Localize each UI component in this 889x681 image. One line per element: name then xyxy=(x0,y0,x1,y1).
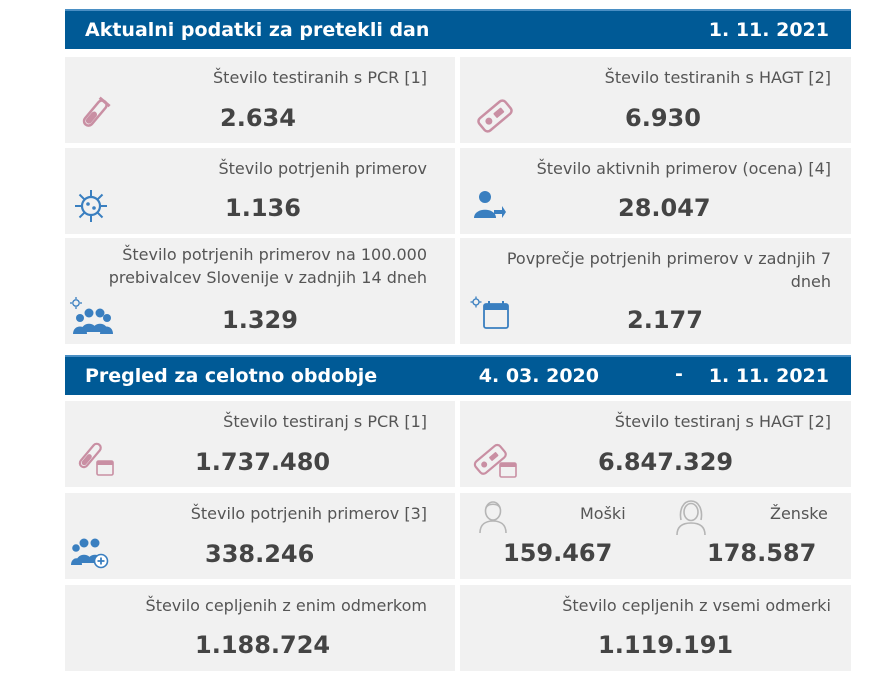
person-arrow-icon xyxy=(474,191,506,218)
people-group-icon xyxy=(70,297,113,334)
man-outline-icon xyxy=(479,501,507,534)
value-total-men: 159.467 xyxy=(503,539,613,567)
daily-date: 1. 11. 2021 xyxy=(708,19,829,41)
label-daily-avg7: Povprečje potrjenih primerov v zadnjih 7… xyxy=(506,249,831,291)
total-date-from: 4. 03. 2020 xyxy=(478,365,599,387)
value-daily-per100k: 1.329 xyxy=(222,306,298,334)
value-daily-pcr: 2.634 xyxy=(220,104,296,132)
total-header: Pregled za celotno obdobje 4. 03. 2020 -… xyxy=(65,355,851,395)
daily-header: Aktualni podatki za pretekli dan 1. 11. … xyxy=(65,9,851,49)
label-daily-hagt: Število testiranih s HAGT [2] xyxy=(604,68,831,87)
dashboard: Aktualni podatki za pretekli dan 1. 11. … xyxy=(58,0,858,681)
card-total-confirmed: Število potrjenih primerov [3] 338.246 xyxy=(65,493,455,579)
daily-title: Aktualni podatki za pretekli dan xyxy=(85,19,430,41)
value-total-women: 178.587 xyxy=(707,539,817,567)
total-date-dash: - xyxy=(675,363,683,385)
label-total-vacc1: Število cepljenih z enim odmerkom xyxy=(145,596,427,615)
value-total-vaccall: 1.119.191 xyxy=(598,631,734,659)
label-daily-confirmed: Število potrjenih primerov xyxy=(218,159,428,178)
card-total-gender: Moški 159.467 Ženske 178.587 xyxy=(460,493,851,579)
total-date-to: 1. 11. 2021 xyxy=(708,365,829,387)
test-tube-icon xyxy=(78,442,114,476)
label-daily-active: Število aktivnih primerov (ocena) [4] xyxy=(536,159,831,178)
label-daily-per100k: Število potrjenih primerov na 100.000 pr… xyxy=(108,245,427,287)
label-total-pcr: Število testiranj s PCR [1] xyxy=(223,412,427,431)
antigen-test-icon xyxy=(477,99,513,133)
value-total-confirmed: 338.246 xyxy=(205,540,315,568)
card-daily-active: Število aktivnih primerov (ocena) [4] 28… xyxy=(460,148,851,234)
card-total-vaccall: Število cepljenih z vsemi odmerki 1.119.… xyxy=(460,585,851,671)
card-daily-hagt: Število testiranih s HAGT [2] 6.930 xyxy=(460,57,851,143)
value-daily-active: 28.047 xyxy=(618,194,711,222)
value-daily-hagt: 6.930 xyxy=(625,104,701,132)
card-daily-avg7: Povprečje potrjenih primerov v zadnjih 7… xyxy=(460,238,851,344)
value-daily-confirmed: 1.136 xyxy=(225,194,301,222)
antigen-test-icon xyxy=(473,443,517,478)
label-total-hagt: Število testiranj s HAGT [2] xyxy=(614,412,831,431)
total-title: Pregled za celotno obdobje xyxy=(85,365,378,387)
card-daily-confirmed: Število potrjenih primerov 1.136 xyxy=(65,148,455,234)
label-total-men: Moški xyxy=(580,504,626,523)
value-total-pcr: 1.737.480 xyxy=(195,448,331,476)
calendar-icon xyxy=(470,296,509,329)
card-daily-pcr: Število testiranih s PCR [1] 2.634 xyxy=(65,57,455,143)
label-daily-pcr: Število testiranih s PCR [1] xyxy=(213,68,427,87)
label-total-women: Ženske xyxy=(770,504,828,523)
virus-icon xyxy=(75,190,107,222)
card-total-vacc1: Število cepljenih z enim odmerkom 1.188.… xyxy=(65,585,455,671)
card-total-pcr: Število testiranj s PCR [1] 1.737.480 xyxy=(65,401,455,487)
value-daily-avg7: 2.177 xyxy=(627,306,703,334)
card-total-hagt: Število testiranj s HAGT [2] 6.847.329 xyxy=(460,401,851,487)
value-total-hagt: 6.847.329 xyxy=(598,448,734,476)
label-total-confirmed: Število potrjenih primerov [3] xyxy=(190,504,427,523)
people-group-icon xyxy=(71,538,109,569)
test-tube-icon xyxy=(82,96,111,127)
value-total-vacc1: 1.188.724 xyxy=(195,631,331,659)
card-daily-per100k: Število potrjenih primerov na 100.000 pr… xyxy=(65,238,455,344)
woman-outline-icon xyxy=(676,500,706,536)
label-total-vaccall: Število cepljenih z vsemi odmerki xyxy=(562,596,831,615)
